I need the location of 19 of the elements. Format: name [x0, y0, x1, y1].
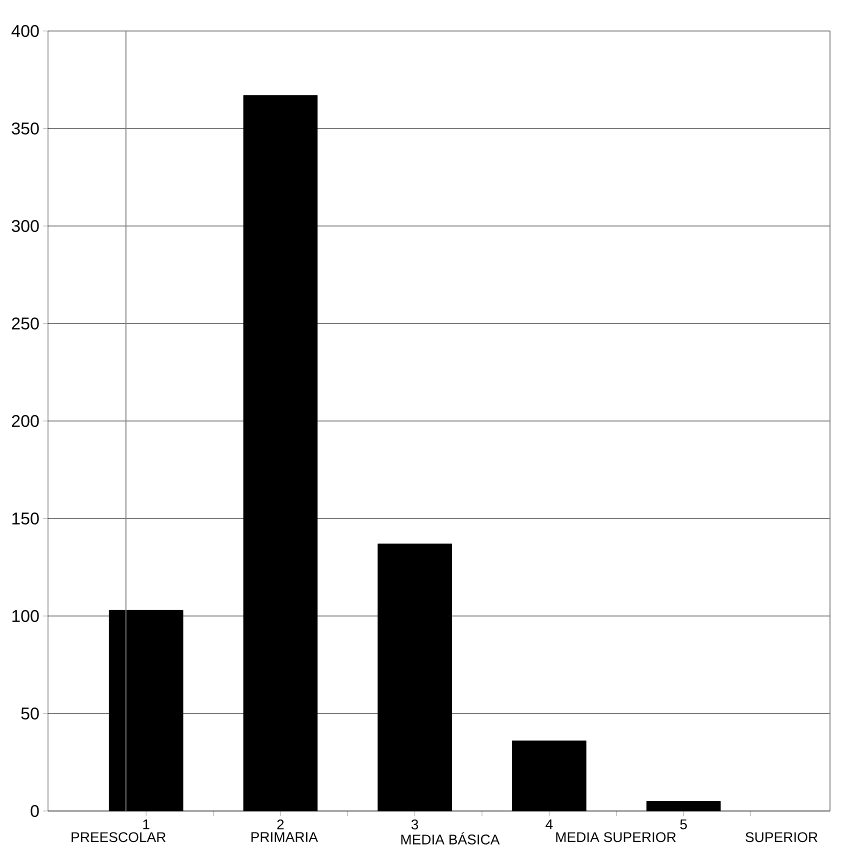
- x-tick-label: 1: [143, 820, 150, 830]
- y-tick-label: 100: [12, 610, 39, 622]
- y-tick-label: 300: [12, 220, 39, 232]
- x-tick-label: 4: [546, 820, 553, 830]
- y-tick-label: 400: [12, 24, 39, 38]
- text: MEDIA BÁSICA: [401, 832, 500, 844]
- text: SUPERIOR: [746, 832, 818, 842]
- y-tick-label: 150: [12, 512, 39, 525]
- y-tick-label: 200: [12, 414, 39, 428]
- x-tick-label: 5: [680, 820, 687, 830]
- text: MEDIA SUPERIOR: [556, 832, 676, 842]
- y-tick-label: 350: [12, 122, 39, 135]
- text: PRIMARIA: [251, 832, 318, 842]
- x-tick-label: 3: [411, 820, 418, 830]
- y-tick-label: 250: [12, 317, 39, 330]
- x-tick-label: 2: [277, 820, 284, 830]
- y-tick-label: 50: [21, 707, 39, 720]
- text: PREESCOLAR: [72, 832, 166, 842]
- y-tick-label: 0: [30, 804, 39, 818]
